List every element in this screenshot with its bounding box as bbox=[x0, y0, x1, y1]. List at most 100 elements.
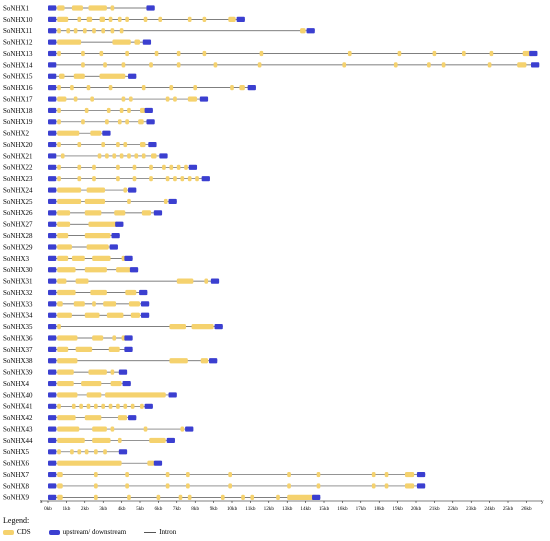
cds-exon bbox=[230, 85, 234, 91]
gene-name: SoNHX5 bbox=[3, 448, 30, 456]
gene-row: SoNHX25 bbox=[3, 198, 177, 206]
gene-name: SoNHX7 bbox=[3, 471, 30, 479]
cds-exon bbox=[117, 437, 122, 444]
cds-exon bbox=[165, 471, 170, 478]
cds-exon bbox=[119, 153, 124, 159]
cds-exon bbox=[121, 96, 126, 102]
cds-exon bbox=[57, 312, 72, 318]
cds-exon bbox=[140, 107, 146, 114]
cds-exon bbox=[371, 471, 376, 478]
utr-5prime bbox=[48, 50, 57, 57]
cds-exon bbox=[57, 164, 61, 170]
utr-5prime bbox=[48, 198, 57, 205]
cds-exon bbox=[125, 483, 129, 489]
cds-exon bbox=[59, 73, 65, 79]
cds-exon bbox=[116, 176, 120, 182]
cds-exon bbox=[193, 85, 198, 91]
gene-row: SoNHX10 bbox=[3, 16, 245, 24]
gene-name: SoNHX35 bbox=[3, 323, 33, 331]
cds-exon bbox=[112, 153, 117, 159]
gene-row: SoNHX23 bbox=[3, 175, 210, 183]
gene-row: SoNHX31 bbox=[3, 278, 220, 286]
cds-exon bbox=[108, 346, 120, 352]
utr-5prime bbox=[48, 369, 57, 375]
cds-exon bbox=[228, 471, 232, 478]
cds-exon bbox=[173, 96, 177, 102]
cds-exon bbox=[57, 176, 61, 182]
cds-exon bbox=[105, 392, 166, 398]
cds-exon bbox=[125, 289, 137, 296]
cds-exon bbox=[90, 96, 94, 102]
cds-exon bbox=[112, 335, 117, 341]
cds-exon bbox=[342, 62, 347, 68]
gene-row: SoNHX4 bbox=[3, 380, 131, 388]
cds-exon bbox=[57, 278, 67, 284]
utr-3prime bbox=[140, 301, 150, 307]
cds-exon bbox=[143, 426, 148, 432]
gene-name: SoNHX1 bbox=[3, 4, 30, 12]
cds-exon bbox=[116, 164, 120, 170]
utr-5prime bbox=[48, 289, 57, 296]
utr-3prime bbox=[153, 210, 163, 216]
cds-exon bbox=[84, 449, 89, 455]
cds-exon bbox=[487, 62, 492, 68]
cds-exon bbox=[125, 16, 129, 22]
cds-exon bbox=[88, 5, 107, 11]
utr-5prime bbox=[48, 141, 57, 148]
utr-5prime bbox=[48, 403, 57, 409]
utr-5prime bbox=[48, 312, 57, 318]
cds-exon bbox=[184, 164, 188, 170]
utr-3prime bbox=[111, 233, 120, 239]
utr-3prime bbox=[128, 415, 137, 421]
tick-label: 18kb bbox=[374, 506, 385, 512]
cds-exon bbox=[57, 39, 82, 45]
tick-label: 5kb bbox=[136, 506, 144, 512]
cds-exon bbox=[57, 289, 76, 296]
utr-5prime bbox=[48, 5, 57, 11]
cds-exon bbox=[57, 460, 122, 466]
cds-exon bbox=[132, 176, 137, 182]
cds-exon bbox=[191, 324, 214, 330]
cds-exon bbox=[73, 96, 78, 102]
cds-exon bbox=[57, 130, 80, 136]
utr-3prime bbox=[168, 198, 177, 205]
gene-name: SoNHX33 bbox=[3, 300, 33, 308]
cds-exon bbox=[202, 50, 207, 57]
cds-exon bbox=[99, 73, 126, 79]
cds-exon bbox=[173, 176, 177, 182]
tick-label: 14kb bbox=[300, 506, 311, 512]
cds-exon bbox=[71, 5, 83, 11]
tick-label: 4kb bbox=[118, 506, 126, 512]
cds-exon bbox=[57, 255, 69, 261]
gene-name: SoNHX22 bbox=[3, 164, 33, 172]
cds-exon bbox=[57, 346, 69, 352]
tick-label: 6kb bbox=[155, 506, 163, 512]
gene-row: SoNHX38 bbox=[3, 357, 218, 365]
gene-name: SoNHX9 bbox=[3, 494, 30, 502]
cds-exon bbox=[239, 85, 245, 91]
cds-exon bbox=[228, 16, 236, 22]
cds-exon bbox=[81, 380, 102, 387]
gene-row: SoNHX18 bbox=[3, 107, 153, 115]
cds-exon bbox=[393, 62, 398, 68]
cds-exon bbox=[432, 50, 437, 57]
gene-row: SoNHX34 bbox=[3, 312, 150, 320]
cds-exon bbox=[204, 278, 209, 284]
utr-5prime bbox=[48, 153, 57, 159]
cds-exon bbox=[276, 494, 280, 500]
utr-3prime bbox=[142, 39, 152, 45]
cds-exon bbox=[154, 50, 159, 57]
cds-exon bbox=[110, 5, 115, 11]
cds-exon bbox=[178, 494, 183, 500]
gene-name: SoNHX37 bbox=[3, 346, 33, 354]
utr-3prime bbox=[210, 278, 220, 284]
utr-3prime bbox=[159, 153, 168, 159]
cds-exon bbox=[140, 403, 144, 409]
cds-exon bbox=[165, 483, 170, 489]
gene-row: SoNHX12 bbox=[3, 39, 152, 47]
cds-exon bbox=[441, 62, 446, 68]
gene-name: SoNHX27 bbox=[3, 221, 33, 229]
gene-name: SoNHX40 bbox=[3, 391, 33, 399]
cds-exon bbox=[371, 483, 376, 489]
